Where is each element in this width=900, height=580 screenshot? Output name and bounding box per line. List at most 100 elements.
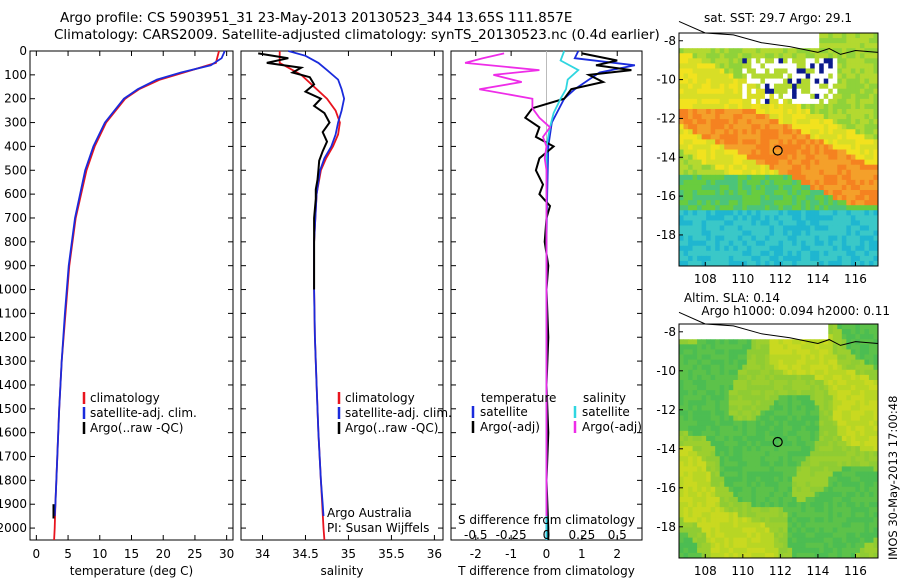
map-cell (728, 446, 734, 452)
map-cell (688, 98, 693, 105)
map-cell (792, 260, 797, 267)
map-cell (819, 334, 825, 340)
map-cell (832, 149, 838, 155)
map-cell (778, 324, 784, 330)
map-cell (864, 48, 870, 54)
map-cell (697, 502, 703, 508)
map-cell (819, 420, 825, 427)
map-cell (742, 461, 748, 467)
map-cell (719, 78, 725, 85)
map-cell (679, 220, 684, 226)
map-cell (814, 446, 820, 452)
map-cell (850, 174, 856, 181)
map-cell (832, 446, 838, 452)
map-cell (724, 471, 730, 478)
map-cell (846, 354, 852, 361)
map-cell (728, 179, 734, 186)
map-cell (796, 184, 802, 191)
map-cell (855, 205, 861, 211)
x-tick-label-s: -0.25 (496, 528, 527, 542)
map-cell (837, 83, 843, 90)
map-cell (769, 83, 775, 90)
map-cell (792, 405, 797, 411)
map-cell (864, 522, 870, 528)
map-cell (805, 369, 811, 376)
map-cell (683, 430, 689, 437)
map-cell (724, 496, 730, 503)
map-cell (828, 395, 834, 401)
map-cell (832, 364, 838, 371)
map-cell (859, 83, 865, 90)
map-cell (742, 195, 748, 201)
map-cell (769, 78, 775, 85)
map-cell (688, 53, 693, 59)
map-cell (823, 507, 829, 513)
map-cell (801, 154, 807, 161)
map-cell (769, 210, 775, 216)
map-cell (828, 108, 834, 115)
map-cell (733, 73, 739, 79)
map-cell (683, 359, 689, 366)
map-cell (710, 369, 716, 376)
map-cell (859, 134, 865, 140)
map-cell (710, 339, 716, 345)
map-cell (819, 364, 825, 371)
map-cell (859, 496, 865, 503)
legend-label: Argo(-adj) (582, 420, 642, 434)
map-cell (764, 225, 770, 231)
map-cell (850, 369, 856, 376)
map-cell (728, 527, 734, 533)
map-cell (855, 517, 861, 523)
map-cell (710, 169, 716, 176)
map-cell (710, 93, 716, 100)
map-cell (810, 260, 816, 267)
map-cell (688, 476, 693, 483)
map-cell (828, 33, 834, 39)
map-cell (783, 139, 788, 145)
map-cell (810, 164, 816, 171)
map-cell (737, 552, 743, 559)
map-cell (796, 379, 802, 386)
map-cell (846, 390, 852, 396)
map-cell (828, 324, 834, 330)
map-cell (868, 369, 874, 376)
map-cell (773, 425, 779, 432)
map-cell (859, 225, 865, 231)
map-cell (769, 329, 775, 335)
map-cell (864, 329, 870, 335)
map-cell (783, 385, 788, 391)
map-cell (783, 324, 788, 330)
map-cell (760, 149, 766, 155)
map-cell (724, 260, 730, 267)
map-cell (755, 486, 761, 493)
map-cell (742, 210, 748, 216)
map-cell (841, 552, 847, 559)
map-cell (823, 78, 829, 85)
map-cell (688, 491, 693, 498)
map-cell (728, 435, 734, 442)
map-cell (688, 461, 693, 467)
map-cell (792, 88, 797, 95)
map-cell (850, 329, 856, 335)
map-cell (864, 184, 870, 191)
map-cell (832, 491, 838, 498)
map-cell (855, 405, 861, 411)
map-cell (792, 78, 797, 85)
map-cell (783, 435, 788, 442)
map-cell (810, 250, 816, 257)
map-cell (801, 405, 807, 411)
map-cell (760, 225, 766, 231)
map-cell (850, 446, 856, 452)
map-cell (873, 405, 879, 411)
map-cell (733, 63, 739, 69)
map-cell (683, 441, 689, 447)
map-cell (715, 179, 721, 186)
map-cell (832, 374, 838, 381)
map-cell (837, 522, 843, 528)
map-cell (737, 134, 743, 140)
map-cell (805, 48, 811, 54)
map-cell (715, 215, 721, 221)
map-cell (742, 169, 748, 176)
map-cell (828, 220, 834, 226)
map-cell (751, 527, 757, 533)
